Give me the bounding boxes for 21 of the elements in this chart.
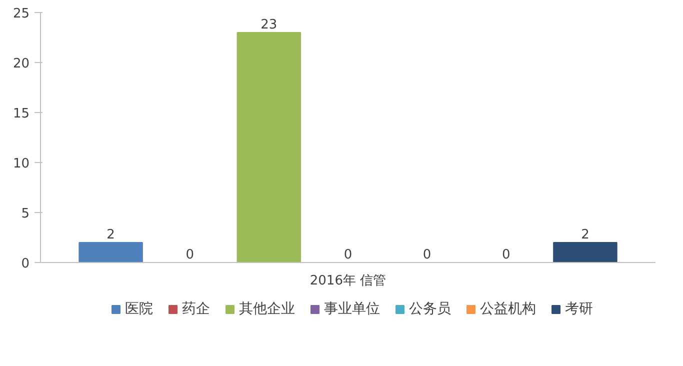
y-tick-label: 5 (21, 206, 30, 222)
data-label: 0 (422, 248, 432, 262)
data-label: 2 (106, 228, 115, 242)
x-tick-label: 2016年 信管 (310, 274, 386, 288)
data-label: 0 (344, 248, 352, 262)
legend-label: 事业单位 (324, 300, 380, 318)
legend-label: 公益机构 (480, 300, 536, 318)
data-label: 23 (260, 18, 278, 32)
y-tick-label: 25 (12, 6, 30, 22)
y-tick-label: 20 (12, 56, 30, 72)
data-label: 0 (186, 248, 194, 262)
legend-label: 药企 (182, 300, 210, 318)
y-tick-label: 15 (12, 106, 30, 122)
legend-label: 医院 (125, 300, 153, 318)
legend-label: 考研 (565, 300, 593, 318)
legend-label: 公务员 (409, 300, 451, 318)
y-tick-label: 0 (21, 256, 30, 272)
legend-label: 其他企业 (239, 300, 295, 318)
y-tick-label: 10 (12, 156, 30, 172)
data-label: 0 (502, 248, 510, 262)
data-label: 2 (581, 228, 590, 242)
